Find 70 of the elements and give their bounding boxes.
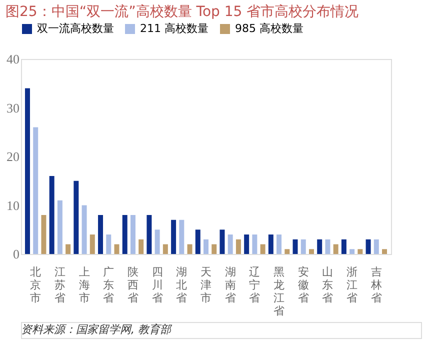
x-tick-label: 黑龙江省 xyxy=(274,266,285,318)
bar xyxy=(114,244,120,254)
bar xyxy=(325,239,330,254)
x-tick-label: 湖北省 xyxy=(176,266,188,304)
bar xyxy=(358,249,363,254)
bar xyxy=(41,215,46,254)
bar xyxy=(74,180,79,254)
bar xyxy=(179,220,184,254)
x-tick-label: 广东省 xyxy=(103,266,114,304)
bar xyxy=(236,239,241,254)
bar xyxy=(252,234,258,254)
bar xyxy=(187,244,192,254)
bar xyxy=(98,215,104,254)
bar xyxy=(228,234,233,254)
bar xyxy=(308,249,314,254)
bar xyxy=(382,249,388,254)
bar xyxy=(341,239,346,254)
x-tick-label: 北京市 xyxy=(30,266,42,304)
y-tick-label: 40 xyxy=(6,52,20,66)
bar xyxy=(82,205,87,254)
bar xyxy=(260,244,266,254)
bar xyxy=(204,239,208,254)
bar xyxy=(244,234,250,254)
bar xyxy=(212,244,217,254)
bar xyxy=(195,230,200,254)
y-tick-label: 30 xyxy=(6,100,20,116)
x-tick-label: 陕西省 xyxy=(127,266,138,304)
y-tick-label: 20 xyxy=(6,149,20,164)
x-tick-label: 江苏省 xyxy=(54,266,66,304)
bar xyxy=(24,88,30,254)
bar xyxy=(366,239,371,254)
bar xyxy=(90,234,95,254)
legend-label: 985 高校数量 xyxy=(235,22,304,35)
bar xyxy=(171,220,176,254)
bar xyxy=(154,230,160,254)
x-tick-label: 安徽省 xyxy=(298,266,309,304)
bar xyxy=(350,249,355,254)
bar xyxy=(138,239,144,254)
bar xyxy=(284,249,290,254)
bar xyxy=(162,244,168,254)
bar xyxy=(317,239,322,254)
bar xyxy=(300,239,306,254)
x-tick-label: 上海市 xyxy=(78,266,90,304)
bar xyxy=(57,200,62,254)
bar xyxy=(146,215,152,254)
y-tick-label: 10 xyxy=(6,198,20,213)
bar xyxy=(268,234,274,254)
text: 资料来源：国家留学网, 教育部 xyxy=(21,323,173,336)
bar xyxy=(49,176,54,254)
bar xyxy=(292,239,298,254)
bar xyxy=(106,234,112,254)
y-tick-label: 0 xyxy=(13,246,20,262)
x-tick-label: 吉林省 xyxy=(370,266,382,304)
x-tick-label: 天津市 xyxy=(200,266,212,304)
x-tick-label: 湖南省 xyxy=(224,266,236,304)
bar xyxy=(276,234,282,254)
bar xyxy=(333,244,338,254)
bar xyxy=(66,244,71,254)
legend-label: 双一流高校数量 xyxy=(37,22,114,35)
chart-title: 图25：中国“双一流”高校数量 Top 15 省市高校分布情况 xyxy=(6,4,359,20)
x-tick-label: 浙江省 xyxy=(346,266,358,304)
x-tick-label: 辽宁省 xyxy=(249,266,260,304)
x-tick-label: 山东省 xyxy=(322,266,334,304)
legend-label: 211 高校数量 xyxy=(140,22,208,35)
x-tick-label: 四川省 xyxy=(152,266,163,304)
bar xyxy=(33,127,38,254)
bar xyxy=(220,230,225,254)
bar xyxy=(130,215,136,254)
bar xyxy=(374,239,379,254)
bar xyxy=(122,215,128,254)
